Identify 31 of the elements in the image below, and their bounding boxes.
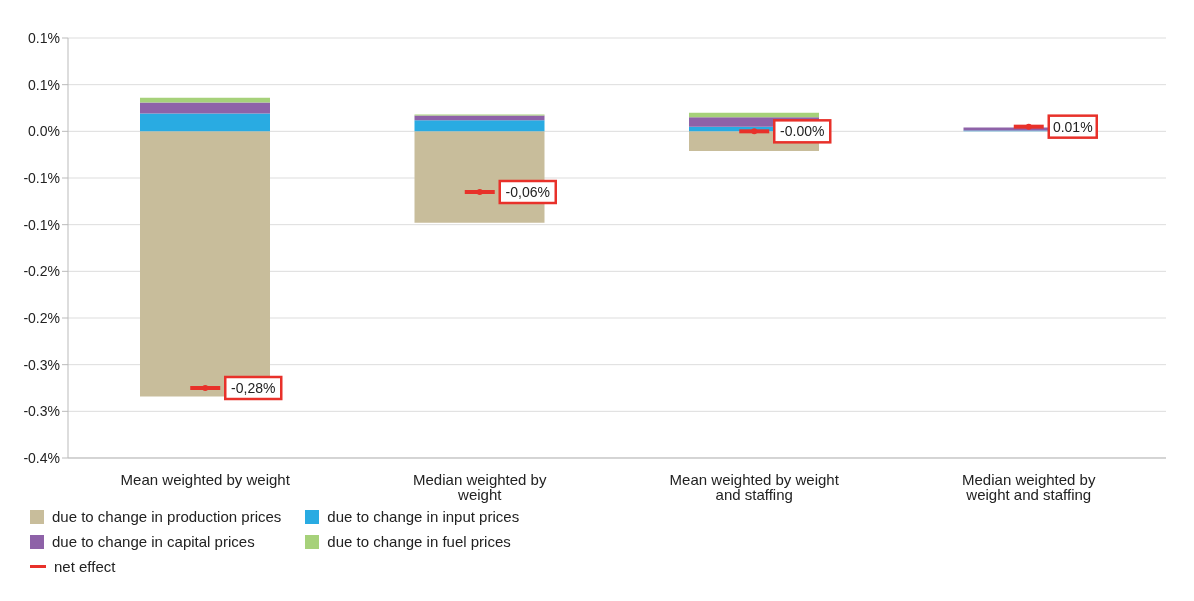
- x-tick-label: Mean weighted by weight: [120, 470, 291, 488]
- x-tick-label: Median weighted by weight: [413, 470, 547, 503]
- y-tick-label: 0.1%: [28, 29, 60, 46]
- legend-label: due to change in input prices: [327, 508, 520, 525]
- point: [1025, 123, 1032, 130]
- data-label: 0.01%: [1052, 118, 1093, 135]
- data-label: -0,28%: [231, 380, 276, 396]
- y-tick-label: -0.3%: [23, 356, 60, 373]
- data-label: -0,06%: [505, 184, 550, 200]
- point: [476, 189, 483, 195]
- y-tick-label: -0.2%: [23, 263, 60, 280]
- data-label: -0.00%: [780, 123, 825, 140]
- y-tick-label: -0.3%: [23, 403, 60, 420]
- x-tick-label: Median weighted by weight and staffing: [962, 470, 1096, 503]
- x-tick-label: Mean weighted by weight and staffing: [669, 470, 840, 503]
- y-tick-label: -0.2%: [23, 309, 60, 326]
- bar: [140, 113, 270, 132]
- y-tick-label: -0.4%: [23, 449, 60, 466]
- y-tick-label: 0.1%: [28, 76, 60, 93]
- y-tick-label: -0.1%: [23, 216, 60, 233]
- bar: [414, 115, 545, 121]
- y-tick-label: -0.1%: [23, 169, 60, 186]
- legend-label: net effect: [54, 558, 116, 575]
- point: [202, 385, 209, 391]
- y-tick-label: 0.0%: [28, 123, 60, 140]
- legend-label: due to change in fuel prices: [327, 533, 511, 550]
- legend-label: due to change in production prices: [52, 508, 282, 525]
- bar: [414, 120, 545, 132]
- legend-label: due to change in capital prices: [52, 533, 255, 550]
- point: [751, 128, 758, 135]
- bar: [140, 102, 270, 114]
